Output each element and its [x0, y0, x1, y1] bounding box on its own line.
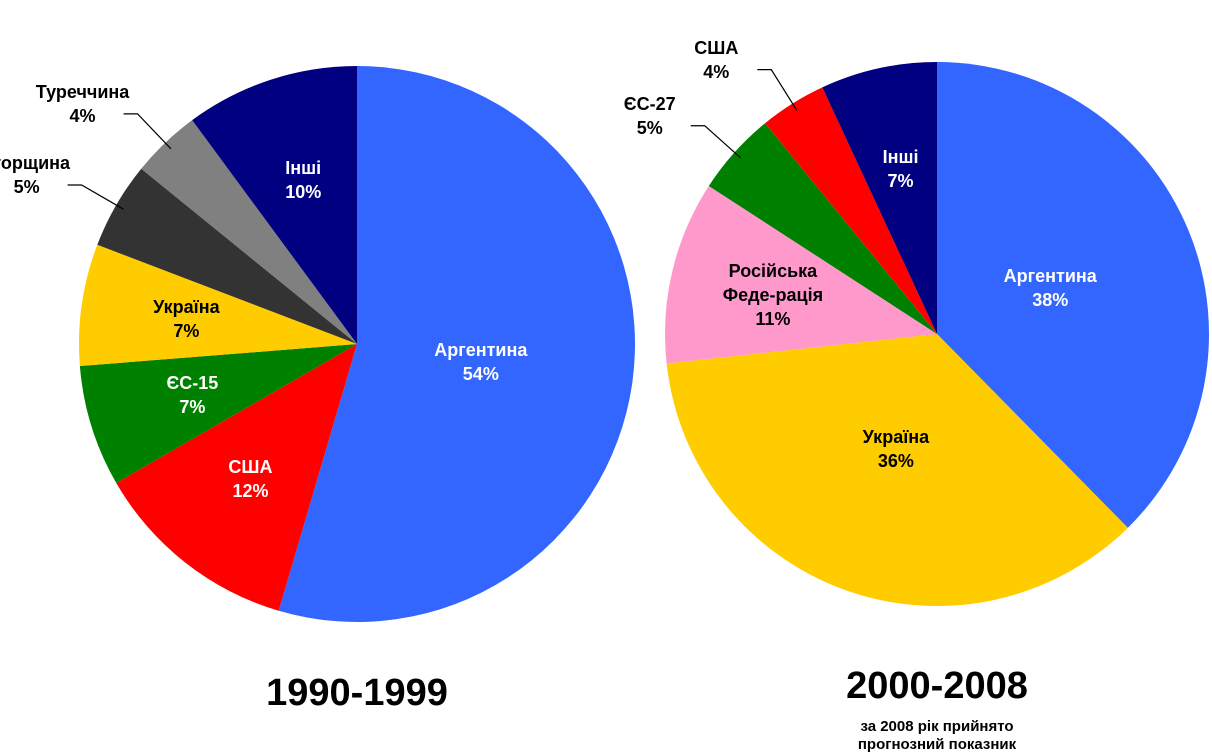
slice-value: 4%	[69, 105, 96, 126]
chart-title-text: 1990-1999	[266, 672, 448, 714]
slice-value: 10%	[285, 182, 322, 203]
pie-slice	[116, 344, 357, 611]
leader-line	[757, 69, 798, 111]
slice-value: 7%	[179, 397, 206, 418]
slice-category: Угорщина	[0, 153, 71, 173]
slice-label: Російська Феде-рація 11%	[718, 259, 828, 331]
pie-slice	[666, 334, 1128, 606]
pie-slice	[665, 185, 937, 364]
leader-line	[67, 184, 124, 210]
slice-label: Туреччина 4%	[28, 80, 138, 128]
slice-value: 36%	[877, 451, 914, 472]
slice-category: Російська Феде-рація	[722, 261, 824, 305]
pie-slice	[192, 66, 357, 344]
slice-category: США	[694, 37, 739, 58]
pie-slice	[79, 244, 357, 367]
slice-label: Угорщина 5%	[0, 151, 82, 199]
slice-value: 54%	[462, 363, 499, 384]
slice-category: Інші	[882, 147, 919, 168]
slice-label: ЄС-15 7%	[137, 371, 247, 419]
slice-label: Інші 10%	[248, 156, 358, 204]
slice-label: Аргентина 38%	[995, 264, 1105, 312]
slice-category: Інші	[285, 158, 322, 179]
slice-value: 7%	[173, 321, 200, 342]
leader-line	[690, 125, 741, 159]
slice-value: 11%	[755, 309, 791, 329]
pie-slice	[937, 62, 1209, 528]
slice-label: Україна 36%	[841, 425, 951, 473]
slice-label: Інші 7%	[846, 145, 956, 193]
chart-subtitle-text: за 2008 рік прийнято прогнозний показник	[857, 718, 1017, 753]
chart-title-text: 2000-2008	[846, 665, 1028, 707]
slice-category: Туреччина	[35, 81, 130, 102]
slice-value: 5%	[13, 177, 40, 197]
slice-category: Аргентина	[1003, 265, 1097, 286]
chart-title: 1990-1999	[266, 672, 448, 715]
slice-category: ЄС-27	[623, 93, 676, 114]
pie-slice	[97, 168, 358, 344]
pie-slice	[141, 120, 357, 345]
pie-slice	[765, 87, 937, 334]
pie-slice	[708, 123, 937, 335]
pie-slice	[822, 62, 937, 334]
slice-value: 38%	[1032, 289, 1069, 310]
slice-value: 4%	[703, 61, 730, 82]
slice-label: ЄС-27 5%	[595, 92, 705, 140]
slice-category: Аргентина	[434, 339, 528, 360]
slice-label: Україна 7%	[131, 295, 241, 343]
chart-subtitle: за 2008 рік прийнято прогнозний показник	[842, 718, 1032, 754]
slice-category: США	[228, 457, 273, 478]
leader-line	[123, 113, 172, 150]
chart-title: 2000-2008	[846, 665, 1028, 708]
slice-label: США 12%	[195, 455, 305, 503]
pie-slice	[79, 344, 357, 483]
slice-value: 5%	[636, 117, 663, 138]
slice-value: 12%	[232, 481, 269, 502]
slice-label: Аргентина 54%	[426, 338, 536, 386]
slice-value: 7%	[887, 171, 914, 192]
slice-category: Україна	[153, 297, 220, 318]
slice-category: Україна	[862, 427, 930, 448]
slice-category: ЄС-15	[166, 373, 219, 394]
pie-slice	[278, 66, 635, 622]
slice-label: США 4%	[661, 36, 771, 84]
